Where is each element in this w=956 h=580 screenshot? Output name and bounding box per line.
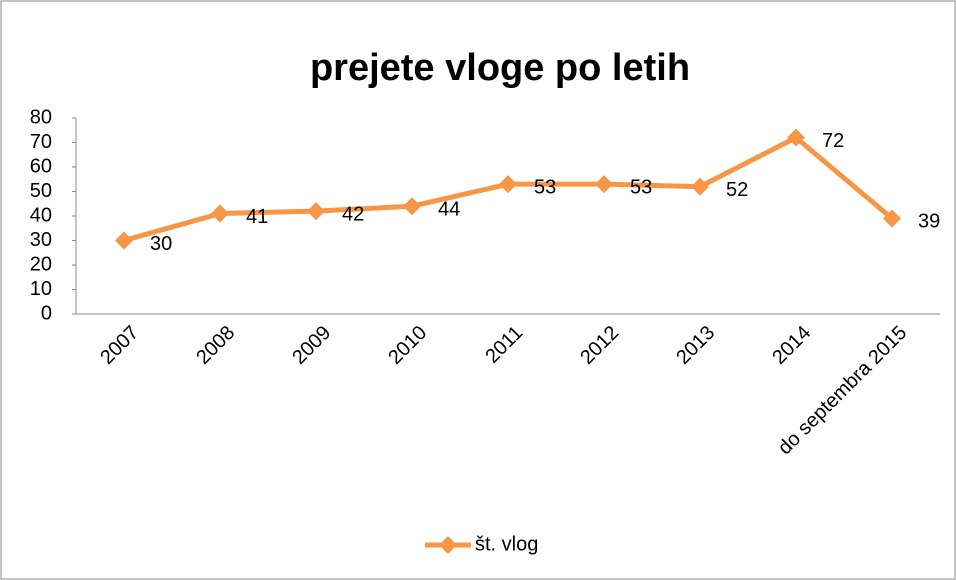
chart-title: prejete vloge po letih bbox=[310, 47, 690, 89]
y-tick-label: 50 bbox=[30, 180, 52, 202]
point-marker bbox=[595, 175, 613, 194]
data-label: 53 bbox=[534, 176, 556, 198]
point-marker bbox=[883, 209, 901, 228]
y-tick-label: 60 bbox=[30, 155, 52, 177]
legend-label: št. vlog bbox=[475, 533, 538, 555]
y-tick-label: 40 bbox=[30, 204, 52, 226]
data-label: 41 bbox=[246, 206, 268, 228]
y-tick-label: 80 bbox=[30, 106, 52, 128]
data-label: 53 bbox=[630, 176, 652, 198]
y-tick-label: 10 bbox=[30, 278, 52, 300]
point-marker bbox=[115, 231, 133, 250]
y-tick-label: 20 bbox=[30, 253, 52, 275]
data-label: 42 bbox=[342, 203, 364, 225]
legend-marker bbox=[439, 536, 457, 554]
data-label: 39 bbox=[918, 211, 940, 233]
y-tick-label: 0 bbox=[41, 302, 52, 324]
data-label: 52 bbox=[726, 179, 748, 201]
point-marker bbox=[787, 128, 805, 147]
point-marker bbox=[211, 204, 229, 223]
data-label: 44 bbox=[438, 198, 460, 220]
point-marker bbox=[403, 197, 421, 216]
y-tick-label: 70 bbox=[30, 131, 52, 153]
point-marker bbox=[307, 202, 325, 221]
point-marker bbox=[691, 177, 709, 196]
data-label: 30 bbox=[150, 233, 172, 255]
data-label: 72 bbox=[822, 130, 844, 152]
point-marker bbox=[499, 175, 517, 194]
y-tick-label: 30 bbox=[30, 229, 52, 251]
